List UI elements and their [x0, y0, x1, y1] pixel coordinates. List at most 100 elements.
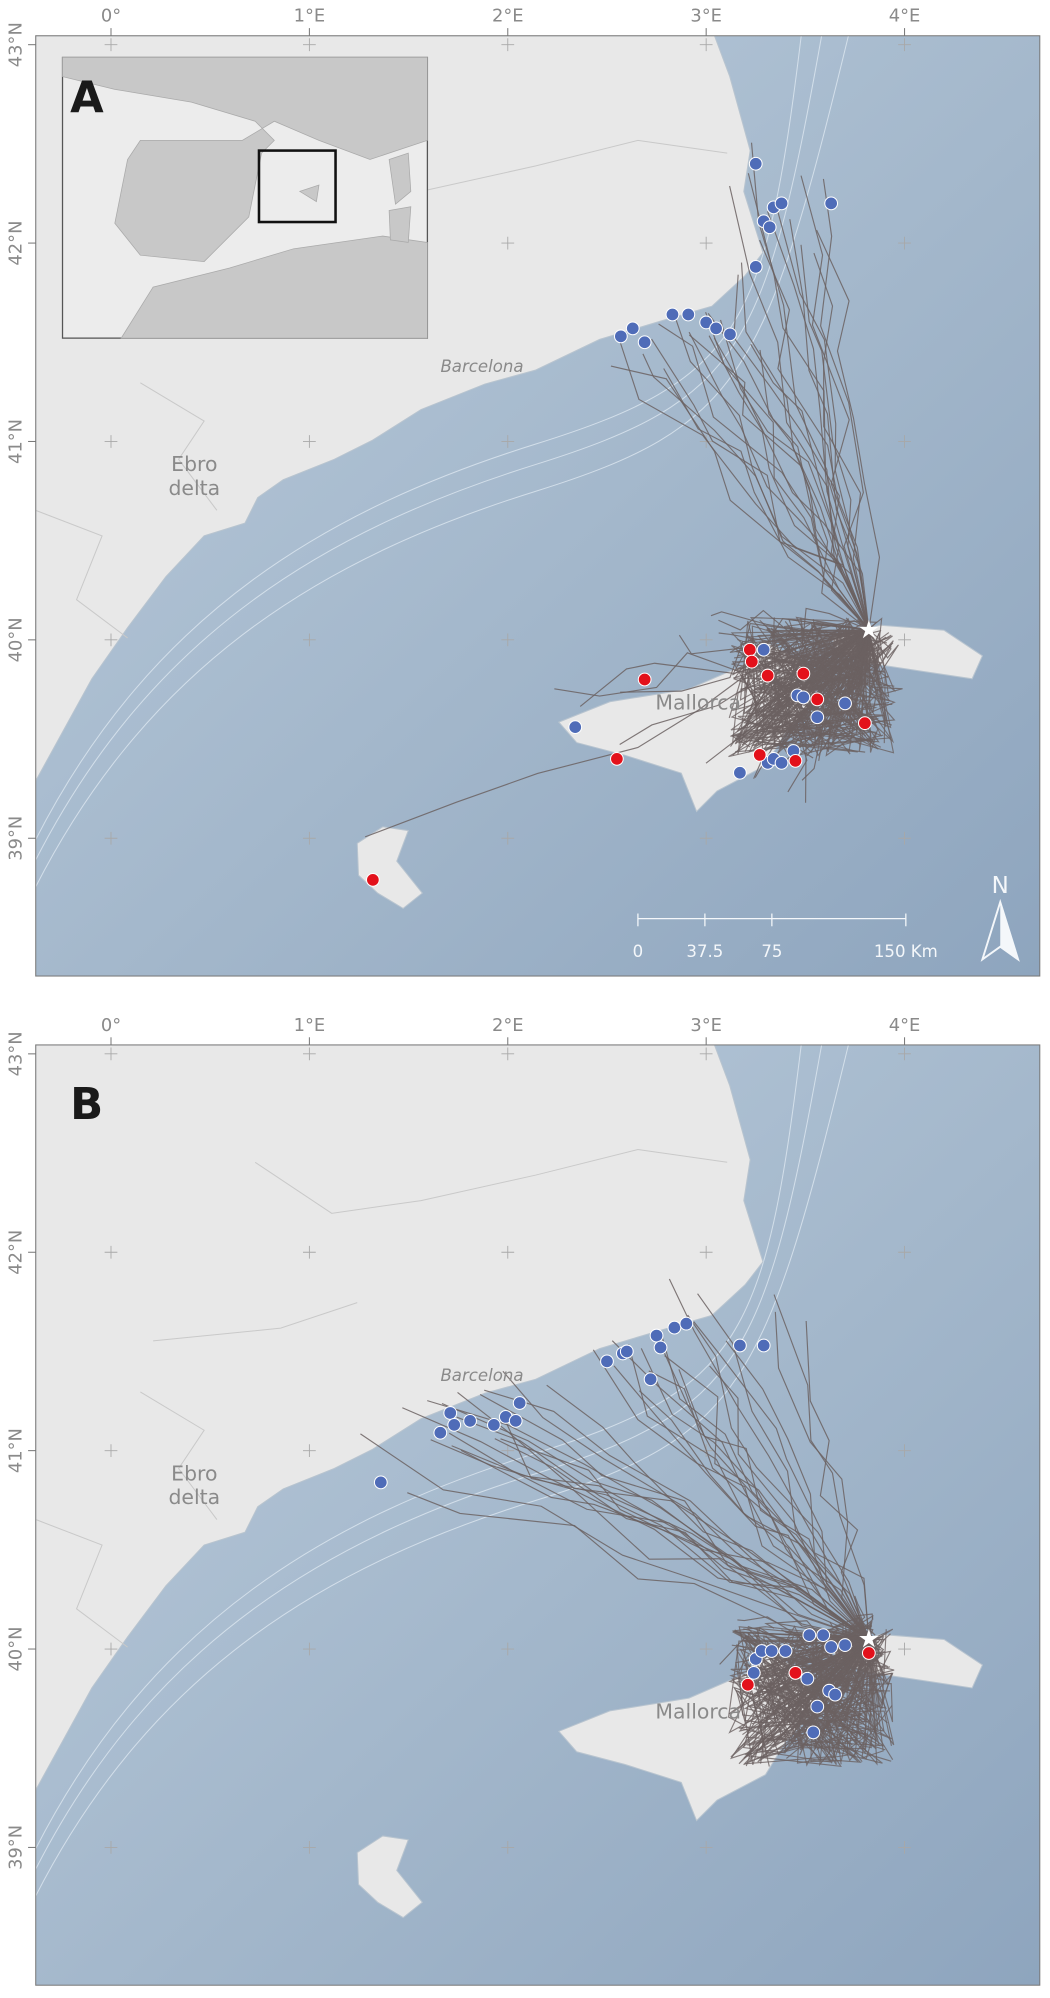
- scale-label: 0: [633, 942, 644, 961]
- graticule-cross: [898, 1047, 911, 1061]
- colony-star: [859, 619, 879, 639]
- graticule-cross: [501, 38, 515, 52]
- track: [800, 175, 870, 631]
- tracking-point: [838, 696, 852, 711]
- tracking-point: [486, 1417, 501, 1432]
- place-name: delta: [168, 476, 220, 500]
- tracking-point: [512, 1396, 527, 1410]
- track: [759, 239, 870, 631]
- lon-label: 1°E: [294, 6, 326, 27]
- graticule-cross: [699, 1642, 713, 1656]
- graticule-cross: [898, 633, 911, 647]
- graticule-cross: [898, 831, 911, 845]
- tracking-point: [447, 1417, 462, 1432]
- lat-label: 42°N: [6, 221, 27, 266]
- tracking-point: [733, 1338, 747, 1353]
- track: [494, 1438, 870, 1640]
- tracking-point: [742, 642, 757, 657]
- tracking-point: [748, 156, 763, 171]
- lat-label: 39°N: [6, 1825, 27, 1870]
- inset-land: [62, 57, 428, 262]
- tracking-point: [810, 1699, 825, 1714]
- tracking-point: [828, 1687, 843, 1702]
- track: [813, 252, 870, 631]
- track: [851, 1595, 874, 1640]
- tracking-point: [733, 765, 747, 780]
- depth-contour: [35, 1044, 823, 1870]
- colony-star: [859, 1628, 879, 1648]
- tracking-point: [756, 1338, 771, 1353]
- tracking-point: [861, 1646, 876, 1660]
- track: [664, 1355, 870, 1640]
- graticule-cross: [898, 435, 911, 448]
- track: [674, 316, 870, 631]
- depth-contour: [35, 1044, 802, 1849]
- tracking-point: [774, 196, 789, 211]
- graticule-cross: [501, 1642, 515, 1656]
- tracking-point: [764, 1644, 779, 1658]
- graticule-cross: [699, 1841, 713, 1854]
- lat-label: 40°N: [6, 1627, 27, 1672]
- track: [648, 1370, 870, 1640]
- track: [799, 1638, 877, 1698]
- graticule-cross: [104, 1245, 118, 1259]
- panel-label: B: [70, 1080, 103, 1130]
- lat-label: 43°N: [6, 22, 27, 67]
- track: [739, 629, 870, 691]
- graticule-cross: [501, 435, 515, 448]
- land: [356, 826, 424, 910]
- graticule-cross: [699, 236, 713, 250]
- graticule-cross: [104, 1841, 118, 1854]
- tracking-point: [788, 1665, 803, 1680]
- inset-map: [61, 56, 429, 339]
- scale-label: 150 Km: [874, 942, 938, 961]
- track: [479, 1393, 870, 1640]
- depth-contour: [35, 35, 849, 887]
- graticule-cross: [898, 1444, 911, 1458]
- lat-label: 40°N: [6, 617, 27, 662]
- tracking-point: [600, 1354, 614, 1369]
- lon-label: 1°E: [294, 1015, 326, 1036]
- track: [767, 211, 870, 631]
- graticule-cross: [303, 1444, 316, 1458]
- tracking-point: [824, 196, 839, 211]
- lon-label: 4°E: [889, 6, 921, 27]
- track: [658, 1341, 870, 1640]
- track: [402, 1407, 870, 1640]
- tracking-point: [806, 1725, 821, 1740]
- track: [745, 1638, 870, 1736]
- place-name: Barcelona: [440, 357, 523, 376]
- depth-contour: [35, 35, 823, 861]
- track: [805, 1320, 870, 1640]
- frame: [35, 1044, 1041, 1986]
- track: [750, 343, 870, 631]
- track: [756, 629, 896, 750]
- track: [697, 1293, 870, 1640]
- tracking-point: [613, 329, 628, 344]
- tracking-point: [619, 1344, 634, 1359]
- graticule-cross: [104, 435, 118, 448]
- tracking-point: [857, 716, 872, 731]
- tracking-point: [699, 315, 714, 330]
- graticule-cross: [303, 435, 316, 448]
- track: [727, 1638, 870, 1743]
- frame: [35, 35, 1041, 977]
- lon-label: 0°: [101, 6, 121, 27]
- tracking-point: [838, 1638, 852, 1652]
- track: [693, 1321, 870, 1640]
- tracking-point: [802, 1628, 817, 1643]
- track: [773, 1294, 870, 1640]
- track: [820, 178, 870, 631]
- track: [748, 622, 870, 753]
- lat-label: 42°N: [6, 1230, 27, 1275]
- tracking-point: [508, 1413, 523, 1428]
- place-name: Mallorca: [655, 1699, 741, 1723]
- track: [441, 1402, 870, 1640]
- track: [738, 1626, 869, 1711]
- tracking-point: [681, 307, 696, 322]
- place-name: Ebro: [171, 452, 217, 476]
- graticule-cross: [303, 831, 316, 845]
- track: [729, 185, 870, 631]
